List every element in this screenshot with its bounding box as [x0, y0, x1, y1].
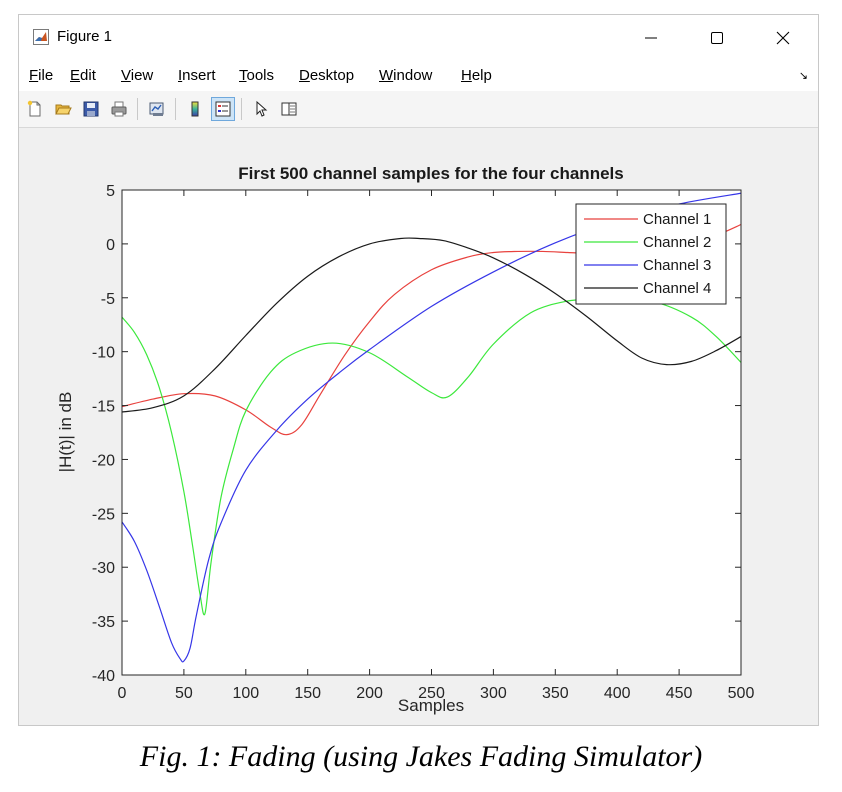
chart-title: First 500 channel samples for the four c…	[238, 164, 623, 183]
edit-plot-arrow-icon[interactable]	[249, 97, 273, 121]
x-tick-label: 0	[118, 685, 127, 702]
menu-window[interactable]: Window	[379, 67, 433, 84]
legend-label-channel-4: Channel 4	[643, 280, 711, 297]
maximize-button[interactable]	[694, 21, 740, 55]
menu-insert[interactable]: Insert	[178, 67, 216, 84]
title-bar: Figure 1	[19, 15, 818, 61]
axes-box	[121, 189, 742, 676]
save-icon[interactable]	[79, 97, 103, 121]
figure-window: Figure 1 File Edit View Insert Tools Des…	[18, 14, 819, 726]
print-icon[interactable]	[107, 97, 131, 121]
y-tick-label: -20	[92, 452, 115, 469]
x-tick-label: 150	[294, 685, 321, 702]
menu-file[interactable]: File	[29, 67, 54, 84]
legend[interactable]: Channel 1 Channel 2 Channel 3 Channel 4	[575, 203, 727, 305]
new-figure-icon[interactable]	[23, 97, 47, 121]
x-tick-label: 250	[418, 685, 445, 702]
x-tick-label: 350	[542, 685, 569, 702]
x-tick-label: 100	[232, 685, 259, 702]
y-tick-label: 0	[106, 237, 115, 254]
figure-canvas: First 500 channel samples for the four c…	[19, 128, 818, 725]
legend-box	[575, 203, 727, 305]
legend-icon[interactable]	[211, 97, 235, 121]
menu-desktop[interactable]: Desktop	[299, 67, 355, 84]
property-editor-icon[interactable]	[277, 97, 301, 121]
series-line-channel-4[interactable]	[121, 237, 742, 413]
toolbar	[19, 91, 818, 128]
minimize-icon	[645, 37, 657, 39]
x-tick-label: 200	[356, 685, 383, 702]
x-tick-label: 400	[604, 685, 631, 702]
y-tick-label: -30	[92, 560, 115, 577]
toolbar-separator	[175, 98, 176, 120]
series-line-channel-3[interactable]	[121, 192, 742, 663]
close-button[interactable]	[760, 21, 806, 55]
y-tick-label: -40	[92, 668, 115, 685]
x-tick-label: 50	[175, 685, 193, 702]
matlab-logo-icon	[33, 29, 49, 45]
y-tick-label: -25	[92, 506, 115, 523]
toolbar-separator	[241, 98, 242, 120]
legend-label-channel-3: Channel 3	[643, 257, 711, 274]
y-tick-label: 5	[106, 183, 115, 200]
x-axis-label: Samples	[398, 696, 464, 715]
x-tick-label: 300	[480, 685, 507, 702]
legend-label-channel-2: Channel 2	[643, 234, 711, 251]
minimize-button[interactable]	[628, 21, 674, 55]
legend-label-channel-1: Channel 1	[643, 211, 711, 228]
open-file-icon[interactable]	[51, 97, 75, 121]
toolbar-separator	[137, 98, 138, 120]
dock-arrow-icon[interactable]: ↘	[798, 70, 808, 82]
x-tick-label: 450	[666, 685, 693, 702]
y-tick-label: -5	[101, 291, 115, 308]
menu-bar: File Edit View Insert Tools Desktop Wind…	[19, 61, 818, 91]
y-tick-label: -15	[92, 399, 115, 416]
window-title: Figure 1	[57, 28, 113, 45]
menu-view[interactable]: View	[121, 67, 154, 84]
close-icon	[776, 31, 790, 45]
menu-edit[interactable]: Edit	[70, 67, 96, 84]
colorbar-icon[interactable]	[183, 97, 207, 121]
figure-caption: Fig. 1: Fading (using Jakes Fading Simul…	[139, 740, 703, 773]
x-tick-label: 500	[728, 685, 755, 702]
line-chart[interactable]: First 500 channel samples for the four c…	[19, 128, 818, 725]
y-tick-label: -10	[92, 345, 115, 362]
menu-tools[interactable]: Tools	[239, 67, 275, 84]
maximize-icon	[711, 32, 723, 44]
link-plot-icon[interactable]	[145, 97, 169, 121]
menu-help[interactable]: Help	[461, 67, 492, 84]
tick-layer: 0 50 100 150 200 250 300 350 400 450 50050-5-10-15…	[92, 183, 755, 702]
y-tick-label: -35	[92, 614, 115, 631]
y-axis-label: |H(t)| in dB	[56, 392, 75, 473]
